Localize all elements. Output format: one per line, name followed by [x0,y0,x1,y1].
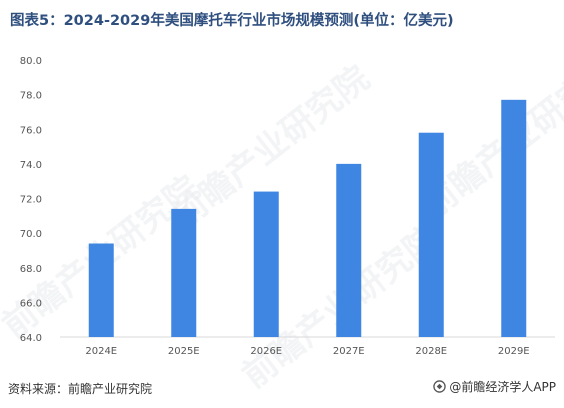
brand-note: @前瞻经济学人APP [433,378,556,395]
x-tick-label: 2027E [333,346,365,357]
y-tick-label: 74.0 [20,160,42,171]
brand-label: @前瞻经济学人APP [449,380,556,394]
x-tick-label: 2026E [250,346,282,357]
y-tick-label: 72.0 [20,195,42,206]
bar-2026E [253,191,279,337]
bar-2029E [501,99,527,337]
bar-2028E [418,132,444,337]
x-axis: 2024E 2025E 2026E 2027E 2028E 2029E [85,346,529,357]
chart-title: 图表5：2024-2029年美国摩托车行业市场规模预测(单位：亿美元) [10,13,454,29]
y-tick-label: 68.0 [20,264,42,275]
y-tick-label: 66.0 [20,298,42,309]
y-tick-label: 78.0 [20,91,42,102]
source-note: 资料来源：前瞻产业研究院 [8,382,153,396]
x-tick-label: 2028E [415,346,447,357]
y-tick-label: 64.0 [20,333,42,344]
x-tick-label: 2025E [168,346,200,357]
y-tick-label: 70.0 [20,229,42,240]
y-tick-label: 76.0 [20,125,42,136]
bars [88,99,527,337]
bar-2027E [336,163,362,337]
y-axis: 64.0 66.0 68.0 70.0 72.0 74.0 76.0 78.0 80.0 [20,56,42,344]
y-tick-label: 80.0 [20,56,42,67]
x-tick-label: 2024E [85,346,117,357]
bar-2024E [88,243,114,337]
bar-2025E [171,208,197,337]
brand-logo-icon [433,380,447,393]
x-tick-label: 2029E [498,346,530,357]
